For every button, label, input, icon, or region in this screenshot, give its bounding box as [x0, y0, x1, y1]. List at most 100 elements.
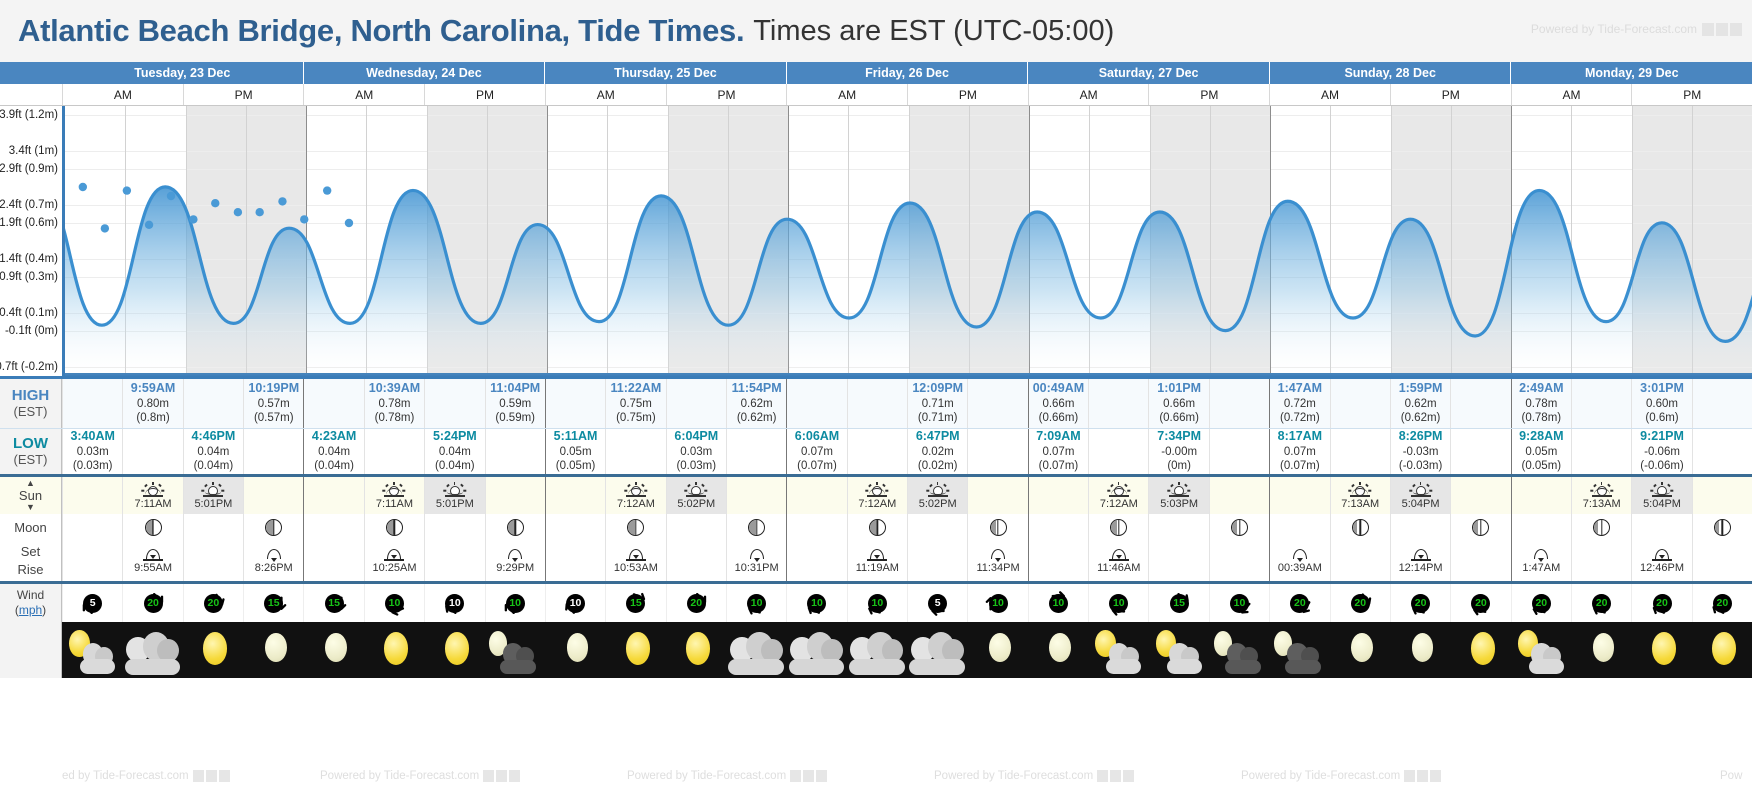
- v-gridline-15: [968, 106, 970, 373]
- low-tide-height-alt: (0m): [1167, 460, 1191, 473]
- high-tide-height-alt: (0.66m): [1038, 412, 1079, 425]
- wind-unit-link[interactable]: mph: [18, 603, 43, 617]
- tide-extrema-dots: [78, 182, 354, 233]
- high-label-text: HIGH: [11, 387, 50, 405]
- sun-cell-12: [786, 477, 846, 514]
- brand-logo-icon: [483, 770, 521, 782]
- low-tide-cell-20: 8:17AM 0.07m (0.07m): [1269, 429, 1329, 474]
- high-tide-height: 0.59m: [499, 397, 532, 410]
- moon-setrise-cell-9: 10:53AM: [605, 540, 665, 581]
- high-tide-cell-17: [1088, 379, 1148, 428]
- high-tide-height-alt: (0.78m): [374, 412, 415, 425]
- low-tide-cell-9: [605, 429, 665, 474]
- clear-night-icon: [325, 633, 347, 663]
- weather-cell-25: [1571, 622, 1631, 678]
- high-tide-cell-1: 9:59AM 0.80m (0.8m): [122, 379, 182, 428]
- wind-unit-wrap: (mph): [14, 603, 47, 617]
- moon-rise-time: 9:29PM: [496, 561, 535, 574]
- cloud-icon: [849, 658, 905, 675]
- sun-cell-23: [1450, 477, 1510, 514]
- moon-phase-icon: [1472, 518, 1490, 536]
- ampm-header-2: AM: [303, 84, 424, 105]
- moon-set-time: 9:55AM: [134, 561, 172, 574]
- low-tide-cell-26: 9:21PM -0.06m (-0.06m): [1631, 429, 1691, 474]
- wind-cell-0: ➜5: [62, 584, 122, 622]
- cloud-icon: [1300, 646, 1319, 665]
- moon-set-icon: [1410, 548, 1431, 562]
- moon-rise-time: 11:34PM: [976, 561, 1020, 574]
- moon-phase-icon: [385, 518, 403, 536]
- low-label-tz: (EST): [13, 451, 48, 467]
- brand-logo-icon: [192, 770, 230, 782]
- clear-night-icon: [1351, 633, 1373, 663]
- y-tick-7: 0.4ft (0.1m): [0, 307, 58, 319]
- high-tide-height: 0.66m: [1042, 397, 1075, 410]
- weather-cell-0: [62, 622, 122, 678]
- wind-cell-4: ➜15: [303, 584, 363, 622]
- low-tide-height-alt: (0.07m): [1280, 460, 1320, 473]
- moon-cell-18: [1148, 514, 1208, 540]
- moon-setrise-cell-8: [544, 540, 605, 581]
- low-tide-time: 6:06AM: [794, 429, 840, 444]
- low-tide-height-alt: (-0.06m): [1640, 460, 1684, 473]
- moon-phase-icon: [748, 518, 766, 536]
- wind-cell-19: ➜10: [1208, 584, 1269, 622]
- moon-cell-16: [1027, 514, 1088, 540]
- cloud-icon: [1224, 660, 1261, 674]
- moon-set-label: Set: [20, 543, 41, 559]
- low-tide-cell-27: [1691, 429, 1752, 474]
- v-gridline-21: [1330, 106, 1332, 373]
- y-tick-4: 1.9ft (0.6m): [0, 217, 58, 229]
- footer-watermark-5: Powered by Tide-Forecast.com: [1241, 770, 1442, 782]
- weather-cell-15: [967, 622, 1027, 678]
- low-tide-cell-4: 4:23AM 0.04m (0.04m): [303, 429, 363, 474]
- sunny-icon: [625, 632, 650, 665]
- sun-rise-icon: [382, 481, 406, 497]
- high-tide-height: 0.57m: [257, 397, 290, 410]
- moon-setrise-cell-1: 9:55AM: [122, 540, 182, 581]
- high-tide-cell-3: 10:19PM 0.57m (0.57m): [243, 379, 303, 428]
- weather-cell-26: [1631, 622, 1691, 678]
- wind-cell-23: ➜20: [1450, 584, 1510, 622]
- high-tide-time: 11:04PM: [490, 381, 541, 396]
- low-tide-cell-16: 7:09AM 0.07m (0.07m): [1027, 429, 1088, 474]
- moon-cell-12: [786, 514, 846, 540]
- moon-set-time: 10:25AM: [372, 561, 417, 574]
- brand-logo-icon: [1404, 770, 1442, 782]
- moon-set-icon: [1652, 548, 1673, 562]
- low-tide-cell-18: 7:34PM -0.00m (0m): [1148, 429, 1208, 474]
- moon-setrise-cell-24: 1:47AM: [1510, 540, 1571, 581]
- moon-phase-icon: [1593, 518, 1611, 536]
- high-tide-row: HIGH (EST) 9:59AM 0.80m (0.8m) 10:19PM 0.57m…: [0, 376, 1752, 428]
- wind-cell-11: ➜10: [725, 584, 786, 622]
- moon-cell-10: [665, 514, 726, 540]
- low-tide-time: 4:23AM: [311, 429, 357, 444]
- weather-cell-23: [1450, 622, 1510, 678]
- moon-cell-2: [182, 514, 243, 540]
- moon-label: Moon: [0, 514, 62, 540]
- moon-phase-icon: [144, 518, 162, 536]
- high-tide-time: 1:59PM: [1398, 381, 1443, 396]
- low-tide-time: 5:24PM: [432, 429, 477, 444]
- sun-cell-20: [1269, 477, 1329, 514]
- sun-set-icon: [1167, 481, 1191, 497]
- low-tide-time: 8:17AM: [1277, 429, 1323, 444]
- moon-setrise-cell-2: [182, 540, 243, 581]
- moon-setrise-cell-5: 10:25AM: [363, 540, 424, 581]
- ampm-header-5: PM: [665, 84, 787, 105]
- v-gridline-9: [607, 106, 609, 373]
- high-tide-cell-20: 1:47AM 0.72m (0.72m): [1269, 379, 1329, 428]
- ampm-header-13: PM: [1631, 84, 1752, 105]
- y-tick-8: -0.1ft (0m): [4, 325, 58, 337]
- low-tide-time: 9:21PM: [1640, 429, 1684, 444]
- wind-speed-badge: 10: [867, 593, 887, 613]
- weather-label: [0, 622, 62, 678]
- footer-text-5: Powered by Tide-Forecast.com: [1241, 770, 1401, 782]
- wind-cell-3: ➜15: [243, 584, 303, 622]
- sunny-icon: [444, 632, 469, 665]
- moon-cell-26: [1631, 514, 1691, 540]
- moon-cell-13: [846, 514, 907, 540]
- high-tide-cell-13: [846, 379, 907, 428]
- wind-speed-badge: 20: [1411, 593, 1431, 613]
- footer-watermark-4: Powered by Tide-Forecast.com: [934, 770, 1135, 782]
